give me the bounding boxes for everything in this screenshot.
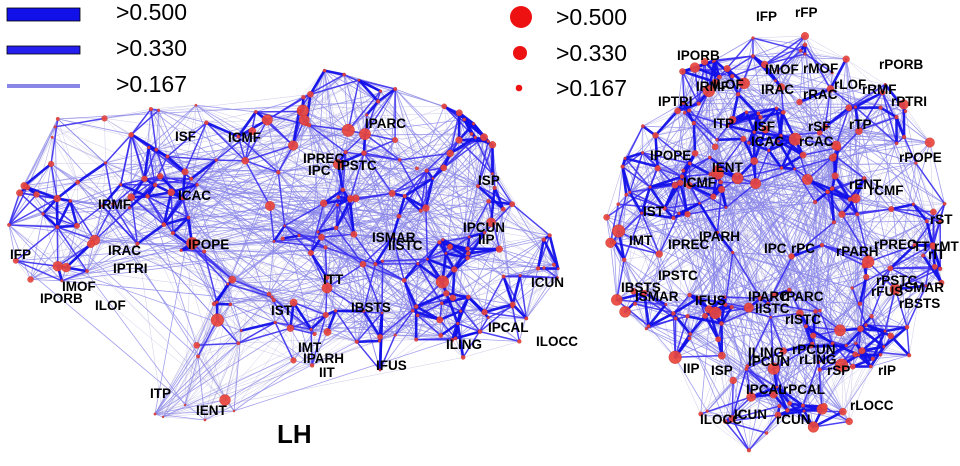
svg-text:IPSTC: IPSTC <box>658 268 698 283</box>
svg-text:>0.330: >0.330 <box>556 40 627 66</box>
svg-text:IPORB: IPORB <box>677 48 720 63</box>
svg-text:IPCAL: IPCAL <box>488 320 529 335</box>
svg-text:rCAC: rCAC <box>799 134 834 149</box>
svg-text:IPOPE: IPOPE <box>650 148 691 163</box>
svg-text:IFUS: IFUS <box>695 293 726 308</box>
svg-text:IPCUN: IPCUN <box>748 354 790 369</box>
svg-text:IISTC: IISTC <box>388 238 423 253</box>
svg-text:IPTRI: IPTRI <box>113 261 148 276</box>
svg-text:ICMF: ICMF <box>228 130 261 145</box>
svg-text:IBSTS: IBSTS <box>351 300 391 315</box>
svg-text:IIT: IIT <box>319 365 336 380</box>
svg-text:rSF: rSF <box>808 119 831 134</box>
svg-text:IST: IST <box>643 204 665 219</box>
svg-text:IENT: IENT <box>712 160 744 175</box>
svg-text:IPARH: IPARH <box>303 351 344 366</box>
svg-text:rSMAR: rSMAR <box>899 280 944 295</box>
svg-text:rPC: rPC <box>791 241 815 256</box>
svg-text:rIT: rIT <box>928 247 946 262</box>
svg-text:IPARC: IPARC <box>365 116 406 131</box>
svg-text:ICUN: ICUN <box>531 275 564 290</box>
svg-text:ISF: ISF <box>175 129 196 144</box>
svg-text:>0.330: >0.330 <box>116 35 187 61</box>
svg-text:rFP: rFP <box>795 5 818 20</box>
svg-text:IFP: IFP <box>10 247 31 262</box>
svg-text:IIP: IIP <box>683 361 700 376</box>
svg-text:ISP: ISP <box>478 173 500 188</box>
svg-text:ILOF: ILOF <box>713 77 744 92</box>
svg-text:LH: LH <box>277 419 312 449</box>
svg-text:ILOF: ILOF <box>95 298 126 313</box>
svg-text:rSP: rSP <box>827 363 850 378</box>
svg-text:>0.167: >0.167 <box>556 75 627 101</box>
svg-text:rISTC: rISTC <box>785 312 821 327</box>
svg-text:rLOCC: rLOCC <box>850 398 894 413</box>
svg-text:IST: IST <box>271 303 293 318</box>
svg-text:ISF: ISF <box>754 119 775 134</box>
svg-text:IPORB: IPORB <box>40 291 83 306</box>
svg-text:ILOCC: ILOCC <box>536 334 578 349</box>
svg-text:rPCAL: rPCAL <box>783 382 825 397</box>
svg-text:IPARH: IPARH <box>699 229 740 244</box>
svg-text:rIP: rIP <box>878 363 896 378</box>
svg-text:>0.500: >0.500 <box>116 0 187 25</box>
svg-text:IIP: IIP <box>478 232 495 247</box>
svg-text:IFP: IFP <box>756 9 777 24</box>
svg-text:ITP: ITP <box>150 386 171 401</box>
svg-text:ILING: ILING <box>446 337 482 352</box>
svg-text:IMT: IMT <box>629 233 653 248</box>
svg-text:IPOPE: IPOPE <box>188 237 229 252</box>
svg-text:rPORB: rPORB <box>879 57 924 72</box>
svg-text:IPTRI: IPTRI <box>658 94 693 109</box>
svg-text:rCMF: rCMF <box>869 183 904 198</box>
svg-text:ITP: ITP <box>713 116 734 131</box>
svg-text:ICAC: ICAC <box>178 188 211 203</box>
svg-text:>0.500: >0.500 <box>556 4 627 30</box>
svg-text:ISMAR: ISMAR <box>635 289 679 304</box>
svg-text:IFUS: IFUS <box>376 358 407 373</box>
svg-text:IPCAL: IPCAL <box>746 382 787 397</box>
svg-text:IRAC: IRAC <box>761 82 794 97</box>
svg-text:rRAC: rRAC <box>803 87 838 102</box>
svg-text:IENT: IENT <box>196 403 228 418</box>
svg-text:rMOF: rMOF <box>803 61 838 76</box>
svg-text:rPTRI: rPTRI <box>891 94 927 109</box>
svg-text:ISP: ISP <box>711 363 733 378</box>
svg-text:rPREC: rPREC <box>874 237 917 252</box>
svg-text:rBSTS: rBSTS <box>899 296 940 311</box>
svg-text:IRAC: IRAC <box>108 243 141 258</box>
svg-text:ICUN: ICUN <box>734 407 767 422</box>
svg-text:IPC: IPC <box>764 241 787 256</box>
svg-text:rCUN: rCUN <box>776 412 811 427</box>
svg-text:ICAC: ICAC <box>751 134 784 149</box>
svg-text:IPSTC: IPSTC <box>337 158 377 173</box>
svg-text:IMOF: IMOF <box>765 62 799 77</box>
svg-text:>0.167: >0.167 <box>116 71 187 97</box>
svg-text:rST: rST <box>930 212 953 227</box>
svg-text:IRMF: IRMF <box>98 197 131 212</box>
svg-text:rTP: rTP <box>849 117 872 132</box>
svg-text:rPARH: rPARH <box>836 244 879 259</box>
svg-text:ITT: ITT <box>323 272 344 287</box>
svg-text:IPC: IPC <box>308 163 331 178</box>
svg-text:ICMF: ICMF <box>683 175 716 190</box>
svg-text:rPOPE: rPOPE <box>899 150 942 165</box>
